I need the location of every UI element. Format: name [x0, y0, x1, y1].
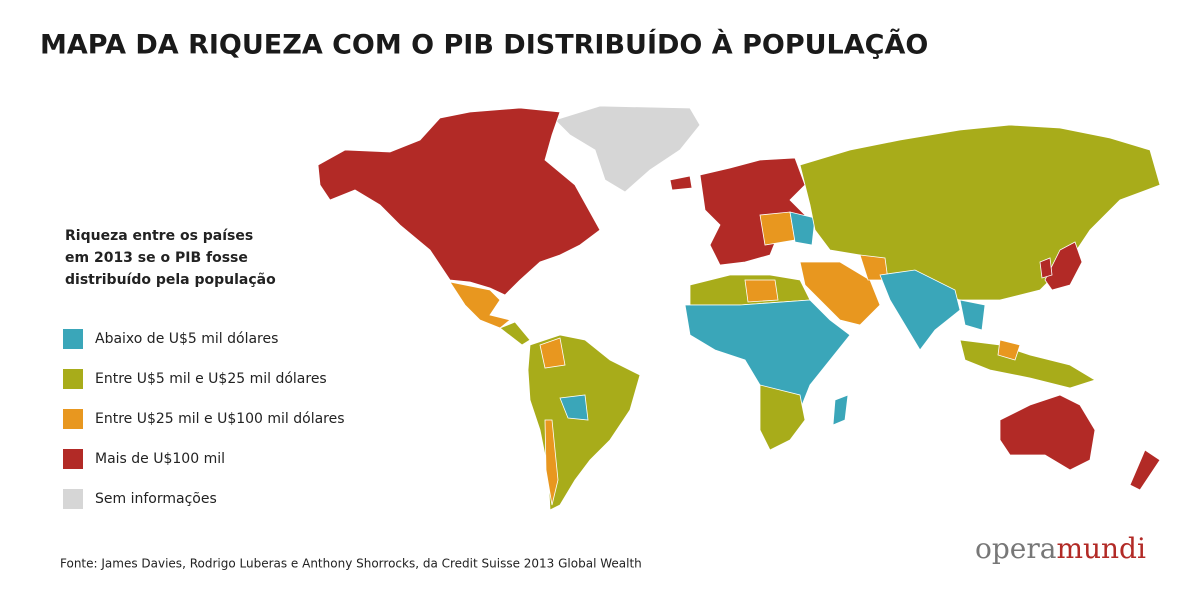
legend-label: Abaixo de U$5 mil dólares — [95, 331, 278, 347]
legend-label: Entre U$5 mil e U$25 mil dólares — [95, 371, 327, 387]
region — [799, 261, 881, 326]
region — [559, 394, 589, 421]
legend-label: Mais de U$100 mil — [95, 451, 225, 467]
region — [959, 299, 986, 331]
region — [669, 175, 693, 191]
region — [997, 339, 1021, 361]
legend-label: Entre U$25 mil e U$100 mil dólares — [95, 411, 345, 427]
region — [832, 394, 849, 426]
region — [554, 105, 701, 193]
legend-swatch — [63, 329, 83, 349]
region — [959, 339, 1096, 389]
legend-title: em 2013 se o PIB fosse — [65, 250, 248, 266]
logo: operamundi — [975, 532, 1146, 565]
logo-first: opera — [975, 532, 1056, 565]
world-map — [317, 105, 1161, 511]
legend-label: Sem informações — [95, 491, 217, 507]
region — [759, 211, 796, 246]
legend-swatch — [63, 369, 83, 389]
region — [544, 419, 559, 506]
legend-swatch — [63, 489, 83, 509]
region — [789, 211, 816, 246]
region — [1039, 257, 1053, 279]
legend-swatch — [63, 449, 83, 469]
region — [499, 321, 531, 346]
legend-title: distribuído pela população — [65, 272, 276, 288]
region — [759, 384, 806, 451]
legend-swatch — [63, 409, 83, 429]
region — [317, 107, 601, 296]
region — [1044, 241, 1083, 291]
logo-second: mundi — [1056, 532, 1146, 565]
region — [879, 269, 961, 351]
region — [1129, 449, 1161, 491]
legend-title: Riqueza entre os países — [65, 228, 253, 244]
title: MAPA DA RIQUEZA COM O PIB DISTRIBUÍDO À … — [40, 29, 928, 61]
legend: Riqueza entre os países em 2013 se o PIB … — [63, 228, 345, 509]
region — [744, 279, 779, 303]
region — [999, 394, 1096, 471]
region — [699, 157, 806, 266]
region — [449, 281, 511, 329]
region — [539, 337, 566, 369]
source: Fonte: James Davies, Rodrigo Luberas e A… — [60, 557, 642, 571]
